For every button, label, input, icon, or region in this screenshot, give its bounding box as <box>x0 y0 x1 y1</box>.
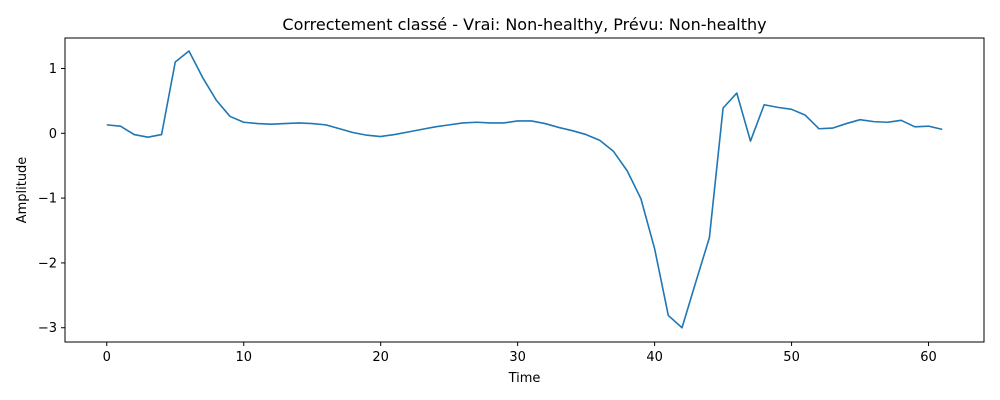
y-tick-label: 0 <box>49 127 57 142</box>
y-tick-label: −1 <box>38 192 57 207</box>
x-tick-label: 30 <box>509 350 526 365</box>
y-tick-label: −2 <box>38 256 57 271</box>
series-line-0 <box>106 50 943 329</box>
axes-frame <box>64 37 985 343</box>
x-tick-label: 60 <box>920 350 937 365</box>
y-tick-label: 1 <box>49 62 57 77</box>
y-tick-label: −3 <box>38 321 57 336</box>
x-axis-label: Time <box>508 371 541 386</box>
x-tick-label: 10 <box>235 350 252 365</box>
y-axis-label: Amplitude <box>15 157 30 224</box>
x-tick-label: 40 <box>646 350 663 365</box>
x-tick-label: 20 <box>372 350 389 365</box>
chart-title: Correctement classé - Vrai: Non-healthy,… <box>282 15 766 34</box>
x-axis: 0 10 20 30 40 50 60 <box>103 342 937 365</box>
x-tick-label: 50 <box>783 350 800 365</box>
x-tick-label: 0 <box>103 350 111 365</box>
plot-area <box>106 50 943 329</box>
y-axis: −3 −2 −1 0 1 <box>38 62 65 336</box>
